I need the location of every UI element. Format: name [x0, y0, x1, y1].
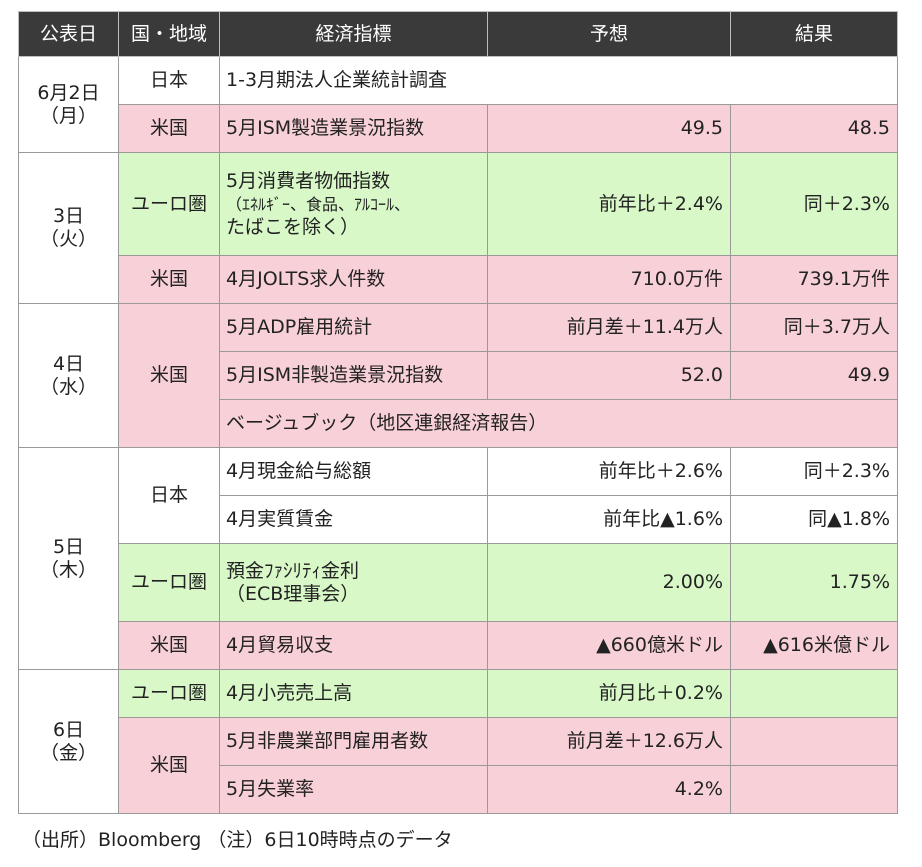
- table-row: ユーロ圏 預金ﾌｧｼﾘﾃｨ金利 （ECB理事会） 2.00% 1.75%: [19, 543, 898, 622]
- forecast-cell: 前月比＋0.2%: [487, 669, 731, 718]
- result-cell: [730, 717, 898, 766]
- table-row: 3日 （火） ユーロ圏 5月消費者物価指数 （ｴﾈﾙｷﾞｰ、食品、ｱﾙｺｰﾙ、 た…: [18, 152, 898, 304]
- indicator-cell: ベージュブック（地区連銀経済報告）: [219, 399, 898, 448]
- region-cell: 米国: [118, 717, 220, 814]
- table-row: 6日 （金） ユーロ圏 4月小売売上高 前月比＋0.2%: [18, 669, 898, 814]
- forecast-cell: 前月差＋11.4万人: [487, 303, 731, 352]
- forecast-cell: 前年比＋2.4%: [487, 152, 731, 256]
- region-cell: 米国: [118, 104, 220, 153]
- table-row: 米国 4月貿易収支 ▲660億米ドル ▲616米億ドル: [19, 621, 898, 670]
- source-footnote: （出所）Bloomberg （注）6日10時時点のデータ: [22, 829, 453, 851]
- region-cell: 米国: [118, 621, 220, 670]
- result-cell: 49.9: [730, 351, 898, 400]
- region-cell: ユーロ圏: [118, 152, 220, 256]
- result-cell: 同＋2.3%: [730, 152, 898, 256]
- indicator-cell: 5月非農業部門雇用者数: [219, 717, 488, 766]
- forecast-cell: 710.0万件: [487, 255, 731, 304]
- table-row: ベージュブック（地区連銀経済報告）: [19, 399, 898, 448]
- table-row: 6月2日 （月） 日本 1-3月期法人企業統計調査: [18, 56, 898, 153]
- header-region: 国・地域: [118, 11, 220, 57]
- indicator-cell: 4月小売売上高: [219, 669, 488, 718]
- result-cell: [730, 669, 898, 718]
- table-row: 5月ISM非製造業景況指数 52.0 49.9: [19, 351, 898, 400]
- indicator-cell: 4月JOLTS求人件数: [219, 255, 488, 304]
- forecast-cell: ▲660億米ドル: [487, 621, 731, 670]
- indicator-cell: 5月消費者物価指数 （ｴﾈﾙｷﾞｰ、食品、ｱﾙｺｰﾙ、 たばこを除く）: [219, 152, 488, 256]
- region-cell: 日本: [118, 447, 220, 544]
- indicator-cell: 5月失業率: [219, 765, 488, 814]
- result-cell: 1.75%: [730, 543, 898, 622]
- indicator-cell: 5月ADP雇用統計: [219, 303, 488, 352]
- forecast-cell: 前年比▲1.6%: [487, 495, 731, 544]
- header-result: 結果: [730, 11, 898, 57]
- table-row: 米国 4月JOLTS求人件数 710.0万件 739.1万件: [19, 255, 898, 304]
- date-cell: 4日 （水）: [18, 303, 119, 448]
- date-cell: 6月2日 （月）: [18, 56, 119, 153]
- forecast-cell: 2.00%: [487, 543, 731, 622]
- region-cell: 米国: [118, 255, 220, 304]
- forecast-cell: 前年比＋2.6%: [487, 447, 731, 496]
- region-cell: 日本: [118, 56, 220, 105]
- forecast-cell: 49.5: [487, 104, 731, 153]
- result-cell: 同＋2.3%: [730, 447, 898, 496]
- indicator-cell: 4月貿易収支: [219, 621, 488, 670]
- table-row: 米国 5月ISM製造業景況指数 49.5 48.5: [19, 104, 898, 153]
- table-row: 米国 5月非農業部門雇用者数 前月差＋12.6万人: [19, 717, 898, 814]
- economic-calendar-table: 公表日 国・地域 経済指標 予想 結果 6月2日 （月） 日本 1-3月期法人企業…: [18, 11, 898, 814]
- region-cell: ユーロ圏: [118, 669, 220, 718]
- header-indicator: 経済指標: [219, 11, 488, 57]
- result-cell: 同▲1.8%: [730, 495, 898, 544]
- table-row: 5日 （木） 日本 4月現金給与総額 前年比＋2.6% 同＋2.3%: [18, 447, 898, 670]
- table-header-row: 公表日 国・地域 経済指標 予想 結果: [18, 11, 898, 57]
- result-cell: 同＋3.7万人: [730, 303, 898, 352]
- header-forecast: 予想: [487, 11, 731, 57]
- table-row: 5月失業率 4.2%: [19, 765, 898, 814]
- date-cell: 5日 （木）: [18, 447, 119, 670]
- indicator-cell: 4月実質賃金: [219, 495, 488, 544]
- date-cell: 6日 （金）: [18, 669, 119, 814]
- forecast-cell: 52.0: [487, 351, 731, 400]
- result-cell: ▲616米億ドル: [730, 621, 898, 670]
- forecast-cell: 4.2%: [487, 765, 731, 814]
- result-cell: [730, 765, 898, 814]
- indicator-cell: 5月ISM非製造業景況指数: [219, 351, 488, 400]
- result-cell: 48.5: [730, 104, 898, 153]
- indicator-cell: 1-3月期法人企業統計調査: [219, 56, 898, 105]
- header-date: 公表日: [18, 11, 119, 57]
- table-row: 4月実質賃金 前年比▲1.6% 同▲1.8%: [19, 495, 898, 544]
- indicator-cell: 預金ﾌｧｼﾘﾃｨ金利 （ECB理事会）: [219, 543, 488, 622]
- indicator-cell: 4月現金給与総額: [219, 447, 488, 496]
- table-row: 4日 （水） 米国 5月ADP雇用統計 前月差＋11.4万人 同＋3.7万人: [18, 303, 898, 448]
- region-cell: 米国: [118, 303, 220, 448]
- forecast-cell: 前月差＋12.6万人: [487, 717, 731, 766]
- date-cell: 3日 （火）: [18, 152, 119, 304]
- region-cell: ユーロ圏: [118, 543, 220, 622]
- result-cell: 739.1万件: [730, 255, 898, 304]
- indicator-cell: 5月ISM製造業景況指数: [219, 104, 488, 153]
